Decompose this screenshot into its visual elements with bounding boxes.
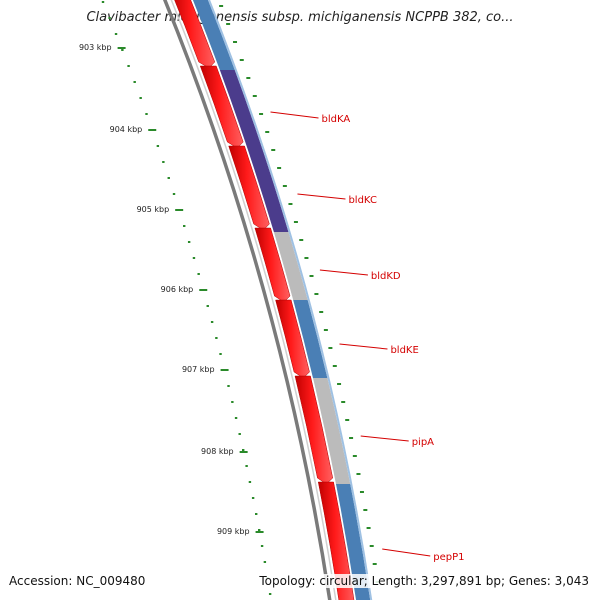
track-outline xyxy=(207,0,373,600)
annotation-segment xyxy=(273,232,308,300)
genome-stats-text: Topology: circular; Length: 3,297,891 bp… xyxy=(257,574,591,588)
backbone-line xyxy=(162,0,332,600)
cds-arrow xyxy=(275,299,310,379)
gene-labels: bldKA bldKC bldKD bldKE pipA pepP1 xyxy=(270,111,464,563)
cds-arrow xyxy=(199,65,244,149)
annotation-segment xyxy=(312,378,351,484)
cds-arrow xyxy=(254,227,291,303)
backbone-shadow xyxy=(170,0,337,600)
gene-label-pipA: pipA xyxy=(412,437,434,448)
gene-leader-line xyxy=(270,111,319,119)
gene-label-bldKD: bldKD xyxy=(371,271,401,282)
gene-leader-line xyxy=(339,343,388,350)
gene-leader-line xyxy=(297,193,346,200)
accession-text: Accession: NC_009480 xyxy=(9,574,146,588)
annotation-segment xyxy=(192,0,235,70)
kbp-tick-label: 905 kbp xyxy=(137,205,170,214)
gene-label-bldKA: bldKA xyxy=(321,114,350,125)
annotation-segment xyxy=(293,300,328,378)
kbp-tick-label: 906 kbp xyxy=(161,285,194,294)
kbp-tick-label: 907 kbp xyxy=(182,365,215,374)
reverse-strand-track xyxy=(192,0,373,600)
gene-leader-line xyxy=(382,548,431,557)
gene-leader-line xyxy=(319,269,368,276)
cds-arrow xyxy=(317,481,355,600)
cds-arrow xyxy=(228,145,270,231)
kbp-scale: 903 kbp 904 kbp 905 kbp 906 kbp 907 kbp 908 k… xyxy=(79,43,264,536)
kbp-tick-label: 903 kbp xyxy=(79,43,112,52)
cds-arrow xyxy=(174,0,216,69)
kbp-tick-label: 908 kbp xyxy=(201,447,234,456)
gene-label-bldKE: bldKE xyxy=(390,345,418,356)
annotation-segment xyxy=(335,484,371,600)
backbone xyxy=(162,0,337,600)
gene-label-bldKC: bldKC xyxy=(348,195,376,206)
annotation-segment xyxy=(219,70,289,232)
cds-arrow xyxy=(294,375,334,485)
kbp-tick-label: 904 kbp xyxy=(110,125,143,134)
forward-strand-track xyxy=(174,0,355,600)
gene-leader-line xyxy=(360,435,409,442)
kbp-tick-label: 909 kbp xyxy=(217,527,250,536)
gene-label-pepP1: pepP1 xyxy=(433,552,464,563)
